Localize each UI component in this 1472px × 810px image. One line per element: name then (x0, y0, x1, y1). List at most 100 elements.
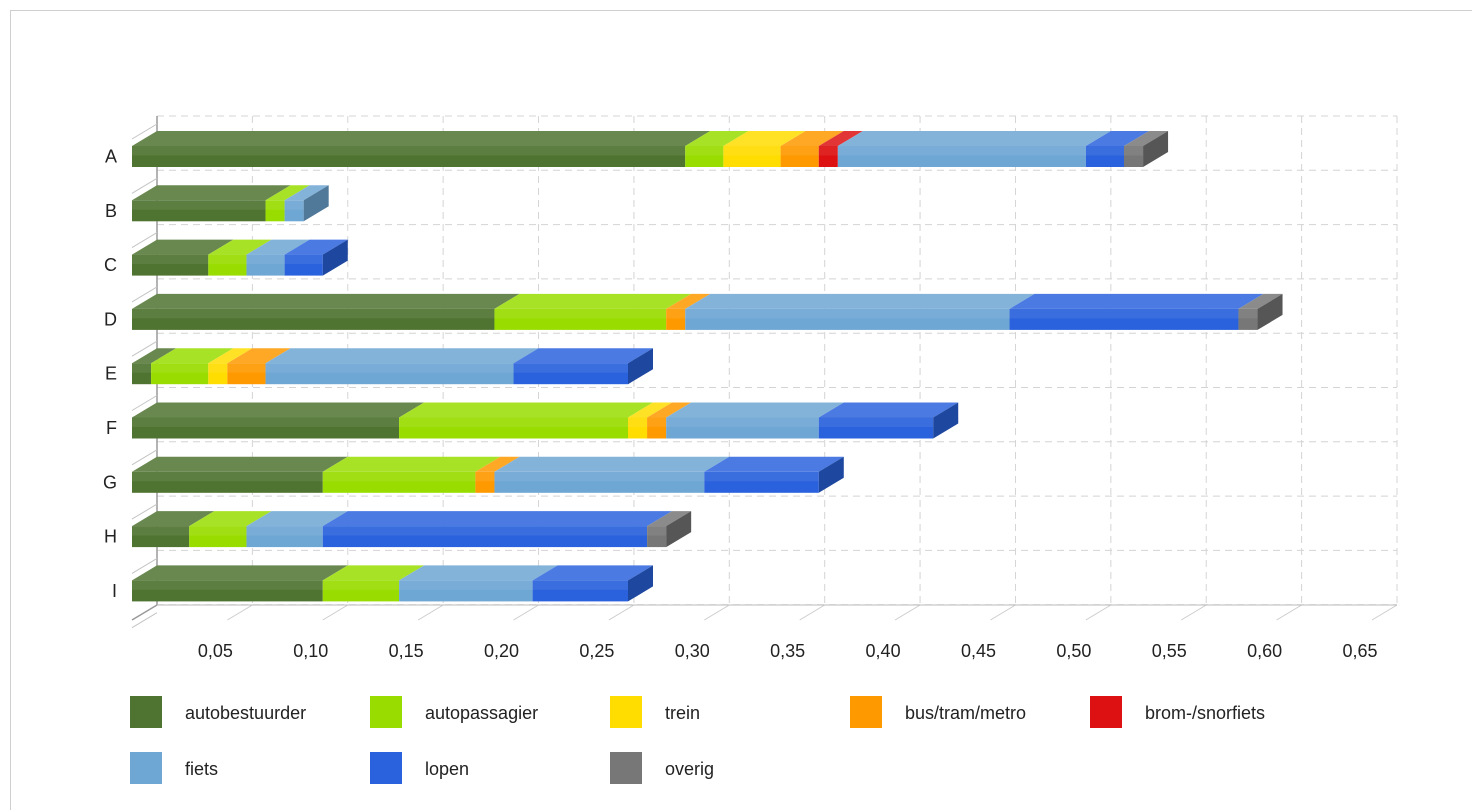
bar-highlight (246, 526, 323, 536)
bar-segment-D-lopen (1009, 293, 1264, 330)
bar-front-face (494, 308, 667, 330)
bar-segment-C-autopassagier (208, 239, 272, 276)
bars (132, 131, 1283, 602)
bar-front-face (1124, 146, 1144, 167)
bar-top-face (685, 293, 1035, 309)
bar-highlight (322, 471, 476, 482)
bar-front-face (647, 526, 667, 548)
bar-highlight (132, 526, 190, 536)
bar-front-face (265, 200, 285, 222)
bar-top-face (1238, 293, 1283, 309)
bar-end-face (628, 565, 653, 602)
bar-front-face (1085, 146, 1124, 167)
bar-top-face (647, 511, 692, 527)
bar-front-face (1238, 308, 1258, 330)
grid-floor-line (990, 604, 1016, 621)
bar-segment-H-overig (647, 511, 692, 548)
bar-top-face (494, 456, 730, 472)
bar-segment-E-trein (208, 348, 253, 385)
bar-top-face (208, 348, 253, 364)
bar-highlight (723, 146, 781, 156)
bar-segment-C-autobestuurder (132, 239, 234, 276)
bar-highlight (322, 580, 400, 590)
legend-item-autopassagier: autopassagier (370, 696, 538, 728)
bar-end-face (1143, 131, 1169, 167)
bar-highlight (532, 580, 628, 590)
bar-highlight (284, 200, 304, 210)
bar-highlight (475, 471, 495, 482)
bar-top-face (284, 185, 329, 201)
legend-swatch (610, 752, 642, 784)
axis-corner (131, 604, 158, 621)
bar-highlight (399, 580, 533, 590)
grid-floor-line (799, 604, 825, 621)
bar-segment-A-bus/tram/metro (780, 131, 844, 167)
grid-floor-line (608, 604, 635, 621)
bar-front-face (246, 526, 323, 548)
bar-segment-I-fiets (399, 565, 558, 602)
bar-top-face (132, 348, 177, 364)
bar-segment-F-fiets (666, 402, 844, 439)
bar-highlight (513, 363, 628, 373)
bar-top-face (818, 131, 863, 146)
legend-item-overig: overig (610, 752, 714, 784)
y-axis-categories: A B C D E F G H I (103, 147, 117, 601)
bar-highlight (685, 308, 1010, 319)
bar-segment-E-fiets (265, 348, 539, 385)
bar-highlight (647, 526, 667, 536)
bar-top-face (666, 402, 844, 418)
bar-top-face (532, 565, 653, 581)
legend-label: autopassagier (425, 703, 538, 723)
bar-segment-C-fiets (246, 239, 310, 276)
category-label: C (104, 255, 117, 275)
bar-front-face (475, 471, 495, 493)
bar-front-face (399, 417, 628, 439)
bar-front-face (399, 580, 533, 602)
bar-top-face (189, 511, 272, 527)
x-tick-label: 0,45 (961, 641, 996, 661)
y-axis-tick (131, 503, 158, 520)
bar-segment-G-fiets (494, 456, 730, 493)
y-axis-tick (131, 286, 158, 303)
grid-floor-line (1085, 604, 1112, 621)
legend-swatch (850, 696, 882, 728)
x-tick-label: 0,35 (770, 641, 805, 661)
bar-segment-A-fiets (837, 131, 1111, 167)
bar-segment-F-trein (628, 402, 673, 439)
bar-front-face (265, 363, 514, 385)
bar-front-face (532, 580, 628, 602)
x-tick-label: 0,15 (389, 641, 424, 661)
bar-top-face (628, 402, 673, 418)
bar-top-face (132, 239, 234, 255)
bar-front-face (132, 471, 323, 493)
bar-highlight (265, 363, 514, 373)
bar-top-face (246, 239, 310, 255)
bar-segment-A-autobestuurder (132, 131, 711, 167)
bar-top-face (475, 456, 520, 472)
grid-floor-line (704, 604, 730, 621)
category-label: H (104, 527, 117, 547)
bar-front-face (189, 526, 247, 548)
bar-segment-E-autopassagier (151, 348, 234, 385)
y-axis-tick (131, 340, 158, 357)
bar-top-face (132, 402, 425, 418)
y-axis-tick (131, 395, 158, 411)
bar-front-face (837, 146, 1086, 167)
bar-segment-E-lopen (513, 348, 653, 385)
bar-front-face (685, 146, 724, 167)
legend-item-fiets: fiets (130, 752, 218, 784)
bar-segment-D-bus/tram/metro (666, 293, 711, 330)
bar-segment-E-autobestuurder (132, 348, 177, 385)
bar-top-face (265, 185, 310, 201)
legend-swatch (370, 752, 402, 784)
bar-segment-I-autopassagier (322, 565, 425, 602)
x-tick-label: 0,60 (1247, 641, 1282, 661)
bar-highlight (132, 417, 400, 427)
x-tick-label: 0,50 (1056, 641, 1091, 661)
legend-label: bus/tram/metro (905, 703, 1026, 723)
bar-front-face (666, 417, 819, 439)
bar-top-face (246, 511, 348, 527)
bar-highlight (284, 254, 323, 265)
bar-front-face (284, 200, 304, 222)
